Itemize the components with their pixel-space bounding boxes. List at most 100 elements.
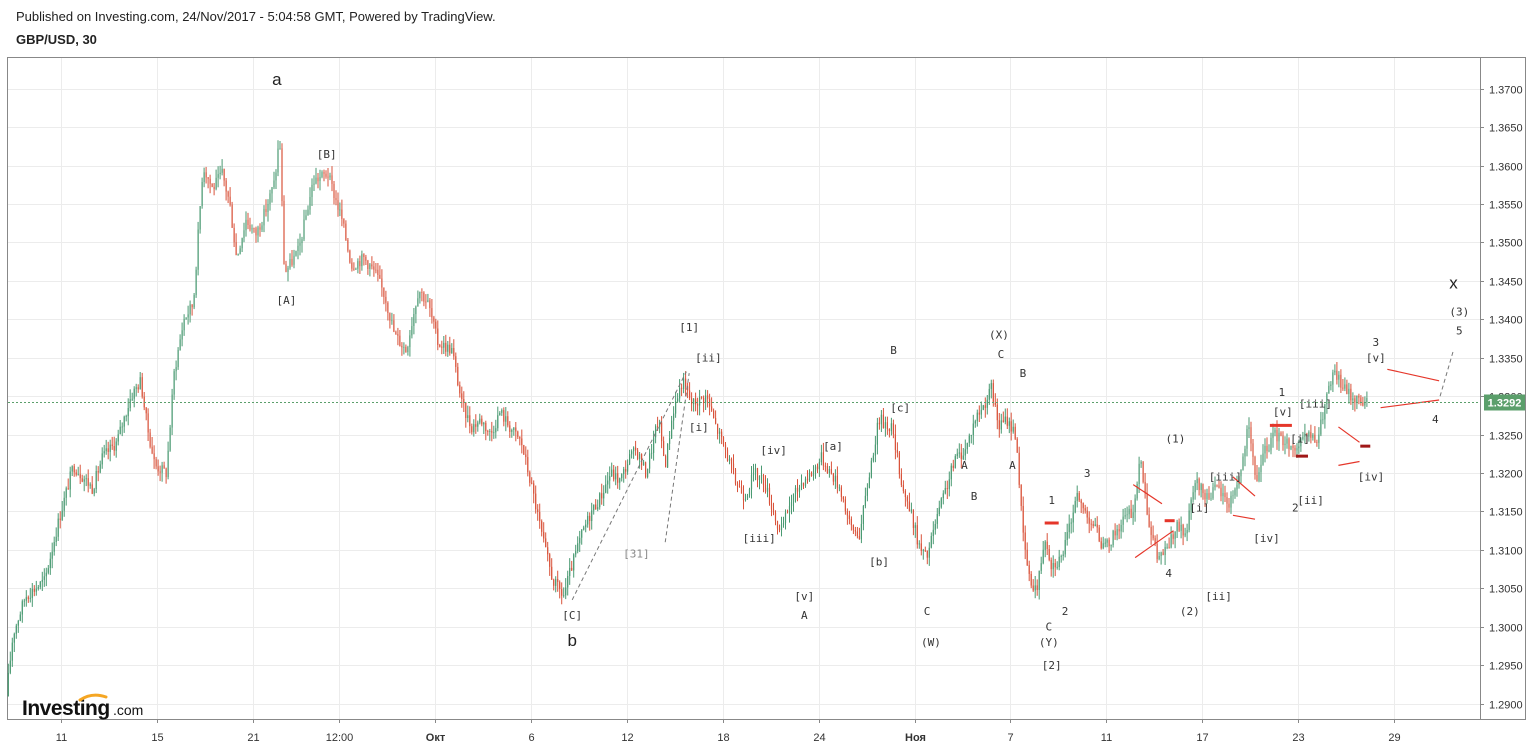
investing-logo[interactable]: Investing .com <box>22 693 143 720</box>
x-tick-label: 29 <box>1388 732 1400 744</box>
candle-body <box>507 416 509 426</box>
candle-body <box>615 473 617 480</box>
candle-body <box>289 259 291 268</box>
candle-body <box>683 378 685 389</box>
candle-body <box>774 512 777 521</box>
candle-body <box>990 383 992 389</box>
wave-label: [v] <box>1273 405 1293 418</box>
candle-body <box>617 473 619 483</box>
candle-body <box>1228 503 1230 508</box>
candle-body <box>109 444 111 452</box>
y-tick-label: 1.3600 <box>1489 162 1523 174</box>
candle-body <box>161 465 163 473</box>
price-axis[interactable]: 1.3700 1.3650 1.3600 1.3550 1.3500 1.3450 1.34… <box>1480 85 1523 712</box>
candle-body <box>1258 472 1260 481</box>
candle-body <box>361 254 363 267</box>
x-tick-label: 11 <box>56 732 67 744</box>
candle-body <box>363 254 365 257</box>
candle-body <box>878 422 880 425</box>
triangle-line <box>1232 514 1256 520</box>
candle-body <box>1000 420 1002 430</box>
candle-body <box>818 462 820 470</box>
candle-body <box>928 547 930 558</box>
candle-body <box>1106 539 1108 543</box>
candle-body <box>1080 500 1082 504</box>
wave-label: [C] <box>562 609 582 622</box>
candle-body <box>415 306 417 315</box>
candle-body <box>764 484 767 492</box>
candle-body <box>225 180 227 192</box>
wave-label: (1) <box>1165 432 1185 445</box>
candle-body <box>227 191 229 197</box>
candle-body <box>1234 489 1236 496</box>
candle-body <box>1170 534 1172 548</box>
candle-body <box>1074 500 1076 513</box>
candle-body <box>1264 445 1266 454</box>
candle-body <box>469 415 471 427</box>
wave-label: [v] <box>794 590 814 603</box>
candle-body <box>846 511 848 516</box>
candle-body <box>223 168 225 181</box>
candle-body <box>695 398 697 405</box>
candle-body <box>333 184 335 198</box>
candle-body <box>1340 374 1342 388</box>
x-tick-label: 24 <box>813 732 825 744</box>
candle-body <box>992 383 994 403</box>
candle-body <box>315 177 317 184</box>
candle-body <box>701 396 703 398</box>
candle-body <box>493 432 495 434</box>
candle-body <box>183 319 185 331</box>
candle-body <box>1098 527 1100 542</box>
candle-body <box>479 418 481 423</box>
candle-body <box>752 472 755 476</box>
candle-body <box>1026 549 1028 566</box>
level-marker <box>1164 519 1175 523</box>
candle-body <box>822 452 824 466</box>
x-tick-label: 12 <box>621 732 633 744</box>
candle-body <box>297 245 299 251</box>
candle-body <box>43 576 45 580</box>
dashed-trendline <box>664 373 690 543</box>
candle-body <box>970 435 972 436</box>
candle-body <box>832 473 834 482</box>
time-axis[interactable]: 11 15 21 12:00 Окт 6 12 18 24 Ноя 7 11 17 23 29 <box>56 719 1401 744</box>
candle-body <box>1154 538 1156 544</box>
candle-body <box>301 239 303 244</box>
candle-body <box>657 426 659 427</box>
candle-body <box>884 422 886 428</box>
candle-body <box>1044 541 1046 550</box>
candle-body <box>1310 432 1312 438</box>
grid-lines <box>8 58 1480 719</box>
candle-body <box>713 410 715 418</box>
candle-body <box>1326 393 1328 405</box>
candle-body <box>269 193 271 204</box>
candle-body <box>245 219 247 231</box>
candle-body <box>401 345 403 348</box>
candle-body <box>1336 370 1338 380</box>
candle-body <box>1030 574 1032 586</box>
candle-body <box>1022 506 1024 533</box>
candle-body <box>511 430 513 432</box>
candle-body <box>417 298 419 307</box>
candle-body <box>762 475 765 485</box>
published-caption: Published on Investing.com, 24/Nov/2017 … <box>16 9 496 24</box>
candle-body <box>137 387 139 390</box>
candle-body <box>101 453 103 465</box>
candle-body <box>804 478 807 486</box>
candle-body <box>748 489 751 496</box>
candle-body <box>515 427 517 432</box>
candle-body <box>635 447 637 451</box>
wave-label: 1 <box>1278 386 1285 399</box>
candle-body <box>459 385 461 394</box>
candle-body <box>868 477 870 488</box>
candle-body <box>283 201 285 265</box>
candle-body <box>1024 532 1026 550</box>
candle-body <box>1166 546 1168 548</box>
wave-label: 1 <box>1048 494 1055 507</box>
candle-body <box>1110 545 1112 547</box>
wave-label: C <box>998 348 1005 361</box>
x-tick-label: 23 <box>1292 732 1304 744</box>
candle-body <box>597 507 599 510</box>
candle-body <box>93 489 95 494</box>
